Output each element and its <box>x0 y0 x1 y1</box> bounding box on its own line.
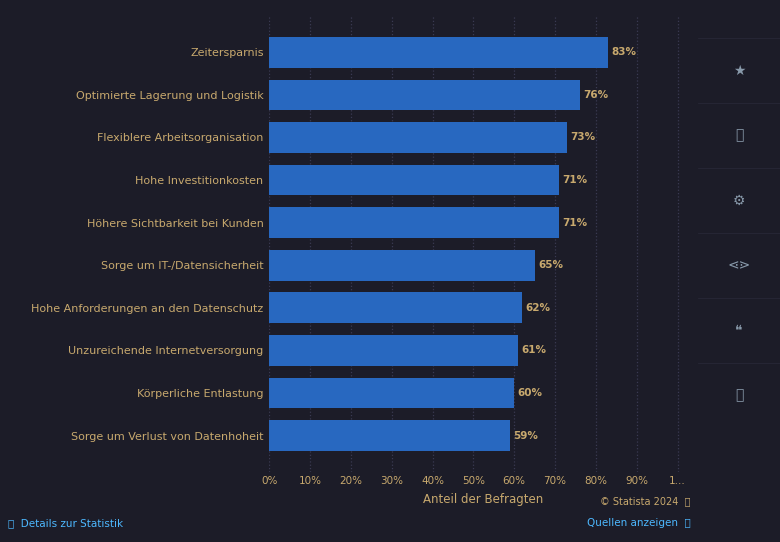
Text: 🖨: 🖨 <box>735 389 743 403</box>
Text: 65%: 65% <box>538 260 563 270</box>
Text: ★: ★ <box>732 63 746 78</box>
Text: 71%: 71% <box>562 217 587 228</box>
Bar <box>269 250 534 281</box>
Text: ⚙: ⚙ <box>732 193 746 208</box>
Text: © Statista 2024  🔖: © Statista 2024 🔖 <box>600 496 690 506</box>
Bar <box>269 207 559 238</box>
Bar <box>269 293 523 323</box>
Text: 83%: 83% <box>612 47 636 57</box>
Text: Quellen anzeigen  ⓘ: Quellen anzeigen ⓘ <box>587 518 690 528</box>
Text: ⓘ  Details zur Statistik: ⓘ Details zur Statistik <box>8 518 123 528</box>
Bar <box>269 80 580 110</box>
X-axis label: Anteil der Befragten: Anteil der Befragten <box>424 493 544 506</box>
Text: 60%: 60% <box>517 388 543 398</box>
Text: ❝: ❝ <box>736 324 743 338</box>
Text: 61%: 61% <box>522 345 547 356</box>
Text: 71%: 71% <box>562 175 587 185</box>
Bar <box>269 378 514 408</box>
Text: 76%: 76% <box>583 90 608 100</box>
Bar <box>269 122 567 153</box>
Text: 59%: 59% <box>513 430 538 441</box>
Text: 62%: 62% <box>526 303 551 313</box>
Text: 🔔: 🔔 <box>735 128 743 143</box>
Text: 73%: 73% <box>571 132 596 143</box>
Bar <box>269 165 559 195</box>
Bar <box>269 37 608 68</box>
Text: ⋖⋗: ⋖⋗ <box>728 259 750 273</box>
Bar <box>269 420 510 451</box>
Bar <box>269 335 519 366</box>
